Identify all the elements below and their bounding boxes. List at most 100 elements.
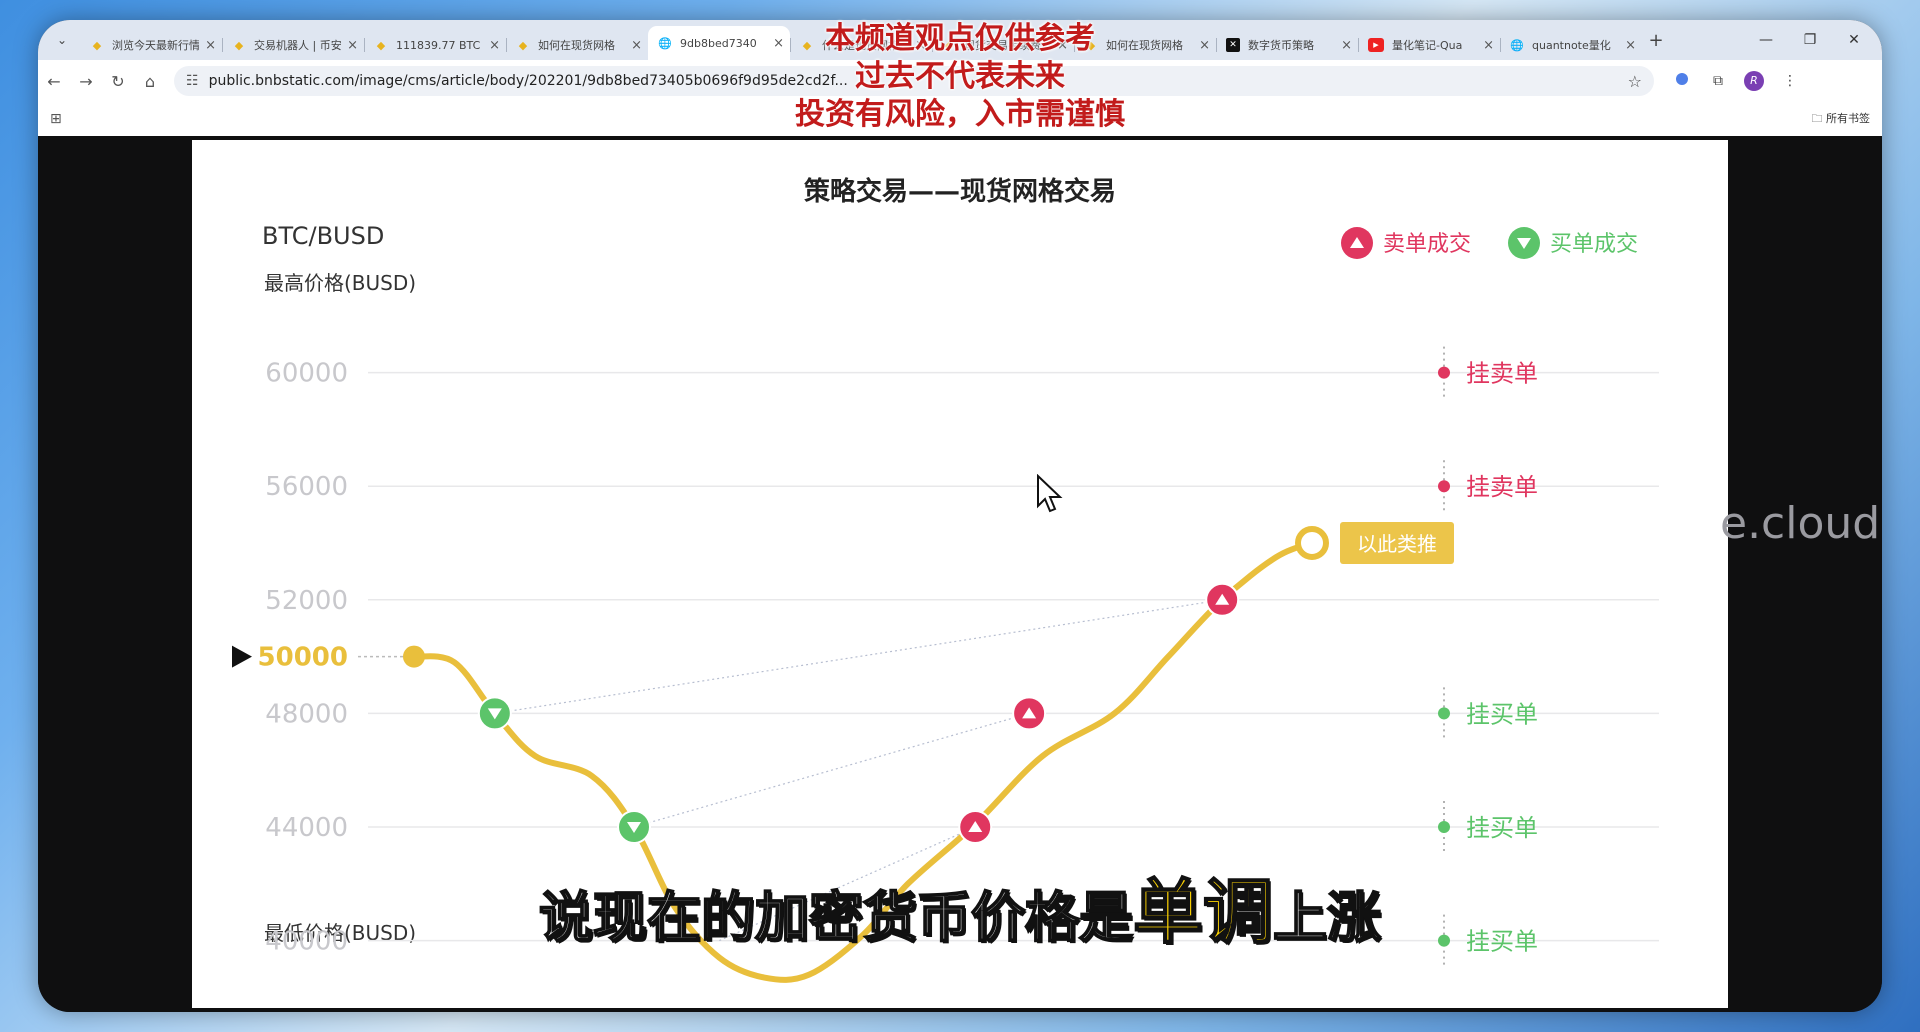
pair-label: BTC/BUSD xyxy=(262,222,384,250)
tab-title: 数字货币策略 xyxy=(1248,39,1314,52)
tab[interactable]: ◆ 交易机器人 | 币安 × xyxy=(222,30,364,60)
tab-close-icon[interactable]: × xyxy=(1625,37,1636,53)
site-info-icon[interactable]: ☷ xyxy=(186,73,199,89)
page-viewport: 策略交易——现货网格交易 BTC/BUSD 最高价格(BUSD) 最低价格(BUSD)… xyxy=(38,136,1882,1012)
pending-order-label: 挂买单 xyxy=(1466,814,1538,842)
new-tab-button[interactable]: + xyxy=(1648,29,1664,51)
subtitle-highlight: 单调 xyxy=(1132,870,1274,954)
end-note-box xyxy=(1340,522,1454,564)
tab-title: 交易机器人 | 币安 xyxy=(254,39,342,52)
y-tick-label: 44000 xyxy=(265,813,348,843)
current-price-label: 50000 xyxy=(258,643,348,673)
trade-marker-glyph xyxy=(627,822,642,833)
disclaimer-overlay: 本频道观点仅供参考 过去不代表未来 投资有风险，入市需谨慎 xyxy=(0,20,1920,134)
youtube-icon: ▶ xyxy=(1368,38,1384,52)
tab-strip: ⌄ ◆ 浏览今天最新行情 × ◆ 交易机器人 | 币安 × ◆ 111839.77 BTC × ◆… xyxy=(38,20,1882,60)
chart-title: 策略交易——现货网格交易 xyxy=(804,176,1116,207)
disclaimer-line: 本频道观点仅供参考 xyxy=(825,21,1095,56)
globe-icon: 🌐 xyxy=(658,36,672,50)
more-menu-icon[interactable]: ⋮ xyxy=(1783,73,1797,89)
tab[interactable]: ✕ 数字货币策略 × xyxy=(1216,30,1358,60)
subtitle-post: 上涨 xyxy=(1272,885,1382,950)
price-start-dot xyxy=(403,645,425,668)
binance-icon: ◆ xyxy=(92,38,102,52)
tab-title: 什么是现货网格 xyxy=(822,39,899,52)
y-axis-top-label: 最高价格(BUSD) xyxy=(264,271,416,295)
minimize-icon[interactable]: — xyxy=(1759,32,1773,48)
close-window-icon[interactable]: ✕ xyxy=(1848,32,1860,48)
tab[interactable]: ◆ 111839.77 BTC × xyxy=(364,30,506,60)
trade-marker-glyph xyxy=(968,821,983,832)
price-end-marker xyxy=(1295,526,1329,560)
address-bar[interactable]: ☷ public.bnbstatic.com/image/cms/article… xyxy=(174,66,1654,96)
back-icon[interactable]: ← xyxy=(47,71,61,91)
y-tick-label: 40000 xyxy=(265,927,348,957)
profile-initial: R xyxy=(1744,71,1764,91)
pending-order-dot xyxy=(1438,707,1450,720)
tab-title: 量化笔记-Qua xyxy=(1392,39,1463,52)
tab[interactable]: 🌐 quantnote量化 × xyxy=(1500,30,1642,60)
profile-avatar[interactable]: R xyxy=(1736,71,1772,91)
restore-icon[interactable]: ❐ xyxy=(1803,32,1817,48)
tab[interactable]: ◆ 如何在现货网格 × xyxy=(506,30,648,60)
tab-close-icon[interactable]: × xyxy=(489,37,500,53)
legend-marker-glyph xyxy=(1517,238,1531,249)
bookmark-star-icon[interactable]: ☆ xyxy=(1627,71,1642,91)
tab-close-icon[interactable]: × xyxy=(915,37,926,53)
extension-icon[interactable] xyxy=(1664,73,1700,89)
tab[interactable]: ◆ 浏览今天最新行情 × xyxy=(80,30,222,60)
binance-icon: ◆ xyxy=(234,38,244,52)
tab-close-icon[interactable]: × xyxy=(1341,37,1352,53)
y-tick-label: 52000 xyxy=(265,586,348,616)
x-icon: ✕ xyxy=(1226,38,1240,52)
apps-grid-icon[interactable]: ⊞ xyxy=(50,111,62,127)
pending-order-label: 挂卖单 xyxy=(1466,473,1538,501)
home-icon[interactable]: ⌂ xyxy=(144,71,156,91)
mouse-cursor-icon xyxy=(1037,474,1063,513)
y-tick-label: 48000 xyxy=(265,699,348,729)
bookmarks-bar: ⊞ 🗀 所有书签 xyxy=(38,102,1882,136)
forward-icon[interactable]: → xyxy=(79,71,93,91)
order-pair-link xyxy=(633,712,1030,828)
pending-order-label: 挂买单 xyxy=(1466,928,1538,956)
tab[interactable]: ◆ 如何在现货网格 × xyxy=(1074,30,1216,60)
tab-close-icon[interactable]: × xyxy=(1199,37,1210,53)
pending-order-label: 挂买单 xyxy=(1466,700,1538,728)
order-pair-link xyxy=(719,826,976,942)
tab[interactable]: ▶ 量化笔记-Qua × xyxy=(1358,30,1500,60)
globe-icon: 🌐 xyxy=(1510,38,1524,52)
disclaimer-line: 投资有风险，入市需谨慎 xyxy=(795,97,1125,132)
tab-close-icon[interactable]: × xyxy=(631,37,642,53)
tab-close-icon[interactable]: × xyxy=(773,35,784,51)
url-text: public.bnbstatic.com/image/cms/article/b… xyxy=(208,73,848,89)
grid-trading-chart: 策略交易——现货网格交易BTC/BUSD最高价格(BUSD)最低价格(BUSD)… xyxy=(232,176,1659,983)
watermark: e.cloud xyxy=(1720,498,1881,549)
reload-icon[interactable]: ↻ xyxy=(111,71,125,91)
all-bookmarks-button[interactable]: 🗀 所有书签 xyxy=(1811,111,1871,125)
legend-marker-glyph xyxy=(1350,237,1364,248)
tab-close-icon[interactable]: × xyxy=(1483,37,1494,53)
tab[interactable]: 🌐 9db8bed7340 × xyxy=(648,26,790,60)
tab-title: 9db8bed7340 xyxy=(680,36,757,50)
pending-order-dot xyxy=(1438,821,1450,833)
binance-icon: ◆ xyxy=(1086,38,1096,52)
browser-window: ⌄ ◆ 浏览今天最新行情 × ◆ 交易机器人 | 币安 × ◆ 111839.77 BTC × ◆… xyxy=(38,20,1882,1012)
trade-marker-glyph xyxy=(487,708,502,720)
legend-label: 买单成交 xyxy=(1550,232,1638,257)
tab-close-icon[interactable]: × xyxy=(1057,37,1068,53)
tab[interactable]: ◆ 什么是现货网格 × xyxy=(790,30,932,60)
subtitle-pre: 说现在的加密货币价格是 xyxy=(538,885,1134,950)
y-tick-label: 56000 xyxy=(265,472,348,502)
tab-search-icon[interactable]: ⌄ xyxy=(56,33,68,47)
tab-title: 111839.77 BTC xyxy=(396,38,481,52)
tab-close-icon[interactable]: × xyxy=(347,37,358,53)
tab[interactable]: ◆ 现货交易手续费 × xyxy=(932,30,1074,60)
tab-title: 如何在现货网格 xyxy=(538,39,615,52)
legend-label: 卖单成交 xyxy=(1383,232,1471,257)
browser-toolbar: ← → ↻ ⌂ ☷ public.bnbstatic.com/image/cms… xyxy=(38,60,1882,102)
extensions-puzzle-icon[interactable]: ⧉ xyxy=(1713,73,1723,89)
tab-close-icon[interactable]: × xyxy=(205,37,216,53)
binance-icon: ◆ xyxy=(518,38,528,52)
binance-icon: ◆ xyxy=(944,38,954,52)
tab-title: quantnote量化 xyxy=(1532,39,1611,52)
